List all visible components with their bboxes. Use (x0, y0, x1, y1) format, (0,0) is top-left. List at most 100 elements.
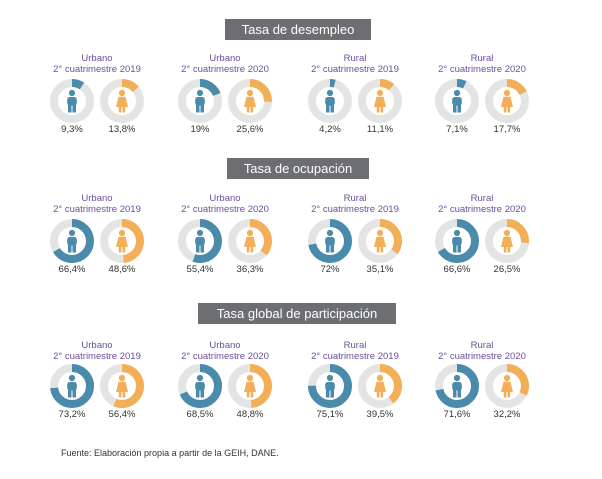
male-donut (50, 364, 94, 408)
group-period: 2° cuatrimestre 2019 (311, 204, 399, 215)
male-donut (308, 219, 352, 263)
percent-label: 17,7% (493, 124, 521, 135)
male-value-arc (178, 79, 222, 123)
woman-icon (374, 374, 386, 398)
percent-label: 13,8% (108, 124, 136, 135)
man-icon (325, 89, 335, 113)
group-area: Urbano (81, 193, 113, 204)
male-value-arc (178, 219, 222, 263)
male-value-arc (308, 219, 352, 263)
female-donut (100, 364, 144, 408)
percent-label: 71,6% (443, 409, 471, 420)
group-area: Rural (343, 340, 367, 351)
group-period: 2° cuatrimestre 2020 (181, 351, 269, 362)
woman-icon (501, 229, 513, 253)
group-period: 2° cuatrimestre 2020 (438, 64, 526, 75)
male-donut (50, 79, 94, 123)
percent-label: 73,2% (58, 409, 86, 420)
section-title: Tasa global de participación (198, 303, 396, 324)
female-value-arc (228, 364, 272, 408)
woman-icon (374, 229, 386, 253)
percent-label: 48,6% (108, 264, 136, 275)
female-value-arc (485, 219, 529, 263)
woman-icon (501, 89, 513, 113)
group-period: 2° cuatrimestre 2020 (181, 64, 269, 75)
female-value-arc (100, 364, 144, 408)
group-title: Urbano 2° cuatrimestre 2019 (32, 340, 162, 362)
male-value-arc (308, 79, 352, 123)
group-area: Rural (470, 193, 494, 204)
male-donut (308, 79, 352, 123)
male-value-arc (50, 364, 94, 408)
woman-icon (244, 89, 256, 113)
male-donut (435, 219, 479, 263)
male-value-arc (435, 219, 479, 263)
source-note: Fuente: Elaboración propia a partir de l… (61, 448, 279, 458)
percent-label: 66,4% (58, 264, 86, 275)
female-donut (228, 364, 272, 408)
female-value-arc (100, 219, 144, 263)
woman-icon (116, 89, 128, 113)
group-title: Rural 2° cuatrimestre 2020 (417, 340, 547, 362)
male-donut (178, 79, 222, 123)
group-period: 2° cuatrimestre 2020 (181, 204, 269, 215)
group-title: Urbano 2° cuatrimestre 2020 (160, 53, 290, 75)
percent-label: 26,5% (493, 264, 521, 275)
man-icon (67, 229, 77, 253)
man-icon (195, 229, 205, 253)
female-donut (485, 79, 529, 123)
female-donut (358, 79, 402, 123)
percent-label: 48,8% (236, 409, 264, 420)
group-area: Rural (470, 53, 494, 64)
percent-label: 4,2% (319, 124, 341, 135)
group-area: Rural (343, 53, 367, 64)
percent-label: 19% (190, 124, 210, 135)
female-donut (485, 219, 529, 263)
group-period: 2° cuatrimestre 2019 (53, 64, 141, 75)
man-icon (325, 229, 335, 253)
male-donut (308, 364, 352, 408)
woman-icon (374, 89, 386, 113)
man-icon (67, 89, 77, 113)
group-title: Rural 2° cuatrimestre 2019 (290, 53, 420, 75)
section-title: Tasa de ocupación (227, 158, 369, 179)
group-title: Urbano 2° cuatrimestre 2019 (32, 53, 162, 75)
group-area: Urbano (81, 340, 113, 351)
male-donut (178, 364, 222, 408)
man-icon (452, 89, 462, 113)
male-donut (178, 219, 222, 263)
female-donut (358, 364, 402, 408)
group-title: Urbano 2° cuatrimestre 2019 (32, 193, 162, 215)
percent-label: 35,1% (366, 264, 394, 275)
man-icon (195, 374, 205, 398)
group-period: 2° cuatrimestre 2019 (53, 351, 141, 362)
female-donut (100, 79, 144, 123)
group-area: Rural (343, 193, 367, 204)
percent-label: 68,5% (186, 409, 214, 420)
female-donut (228, 219, 272, 263)
group-period: 2° cuatrimestre 2019 (53, 204, 141, 215)
percent-label: 72% (320, 264, 340, 275)
percent-label: 11,1% (366, 124, 394, 135)
group-period: 2° cuatrimestre 2019 (311, 351, 399, 362)
group-title: Urbano 2° cuatrimestre 2020 (160, 193, 290, 215)
female-value-arc (100, 79, 144, 123)
percent-label: 75,1% (316, 409, 344, 420)
group-period: 2° cuatrimestre 2019 (311, 64, 399, 75)
male-value-arc (435, 79, 479, 123)
female-value-arc (485, 364, 529, 408)
group-area: Rural (470, 340, 494, 351)
male-value-arc (308, 364, 352, 408)
female-donut (228, 79, 272, 123)
group-area: Urbano (81, 53, 113, 64)
section-title: Tasa de desempleo (225, 19, 371, 40)
man-icon (452, 374, 462, 398)
percent-label: 36,3% (236, 264, 264, 275)
man-icon (452, 229, 462, 253)
group-area: Urbano (209, 340, 241, 351)
group-title: Rural 2° cuatrimestre 2019 (290, 193, 420, 215)
group-title: Rural 2° cuatrimestre 2020 (417, 53, 547, 75)
percent-label: 39,5% (366, 409, 394, 420)
female-value-arc (358, 79, 402, 123)
woman-icon (116, 374, 128, 398)
